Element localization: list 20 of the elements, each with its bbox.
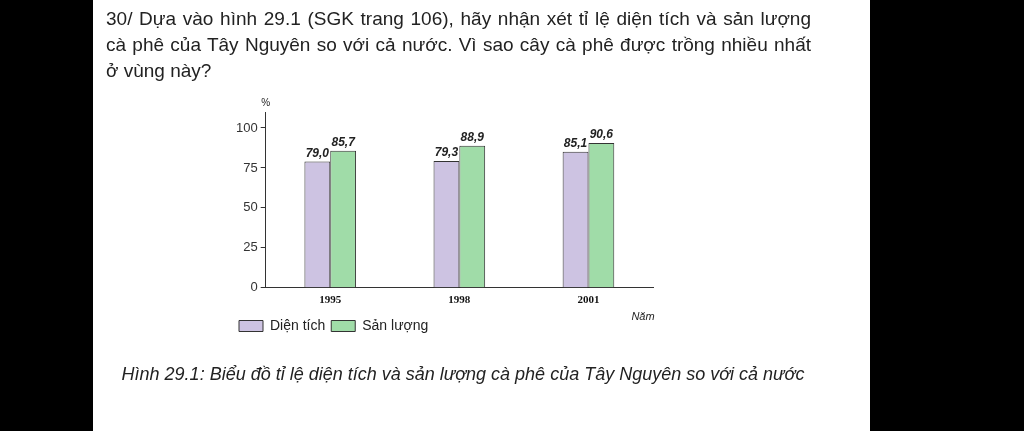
x-axis-title: Năm — [631, 309, 655, 322]
x-tick-label: 1998 — [448, 293, 471, 306]
y-tick-label: 50 — [243, 199, 258, 215]
data-label: 88,9 — [460, 130, 485, 145]
y-axis-title: % — [261, 96, 271, 108]
legend-label: Diện tích — [270, 316, 326, 333]
text: Hình 29.1: Biểu đồ tỉ lệ diện tích và sản lượng cà phê của Tây Nguyên so với cả nước — [120, 363, 806, 386]
data-label: 79,0 — [305, 145, 330, 160]
legend-label: Sản lượng — [362, 316, 429, 333]
data-label: 85,1 — [563, 136, 588, 151]
chart-title: 30/ Dựa vào hình 29.1 (SGK trang 106), hãy nhận xét tỉ lệ diện tích và sản lượng cà phê của Tây Nguyên so với cả nước. Vì sao cây cà phê được trồng nhiều nhất ở vùng này? — [106, 7, 811, 83]
data-label: 85,7 — [331, 135, 357, 150]
data-label: 79,3 — [434, 145, 459, 160]
data-label: 90,6 — [589, 127, 614, 142]
y-tick-label: 75 — [243, 159, 258, 175]
y-tick-label: 100 — [235, 119, 258, 135]
x-tick-label: 2001 — [577, 293, 600, 306]
x-tick-label: 1995 — [319, 293, 342, 306]
y-tick-label: 0 — [250, 279, 258, 295]
y-tick-label: 25 — [243, 239, 258, 255]
